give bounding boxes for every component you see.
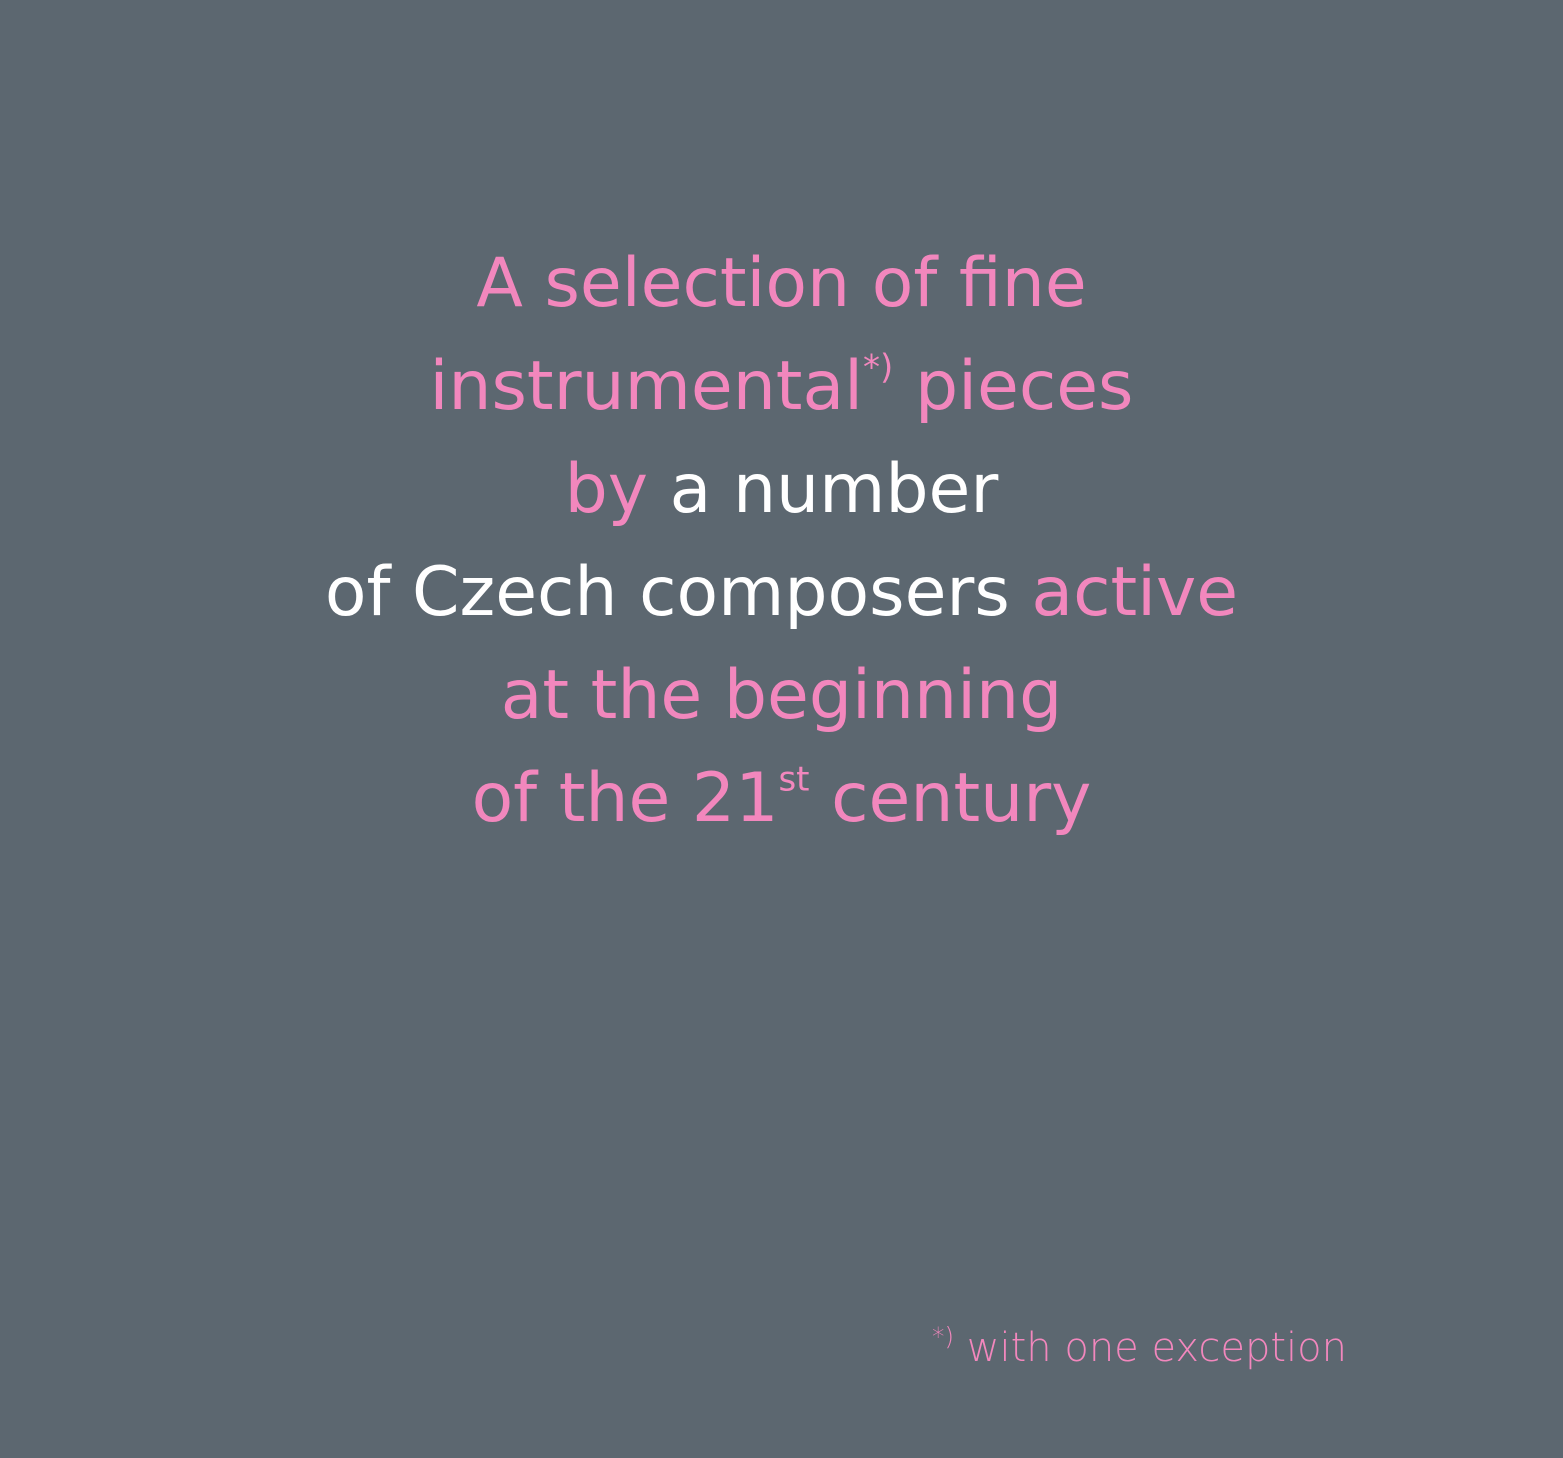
headline-line-1-text: A selection of fine — [476, 244, 1087, 323]
footnote-text: with one exception — [966, 1325, 1347, 1371]
headline-word-active: active — [1031, 553, 1239, 632]
headline-phrase-czech-composers: of Czech composers — [324, 553, 1010, 632]
footnote-reference-mark: *) — [863, 347, 894, 388]
headline-word-century: century — [831, 759, 1092, 838]
footnote: *) with one exception — [932, 1318, 1347, 1378]
headline-line-1: A selection of fine — [0, 232, 1563, 335]
headline-line-2: instrumental*) pieces — [0, 335, 1563, 438]
headline-word-pieces: pieces — [914, 347, 1134, 426]
footnote-mark: *) — [931, 1321, 955, 1351]
headline-word-by: by — [564, 450, 649, 529]
headline-line-5-text: at the beginning — [500, 656, 1063, 735]
headline-line-4: of Czech composers active — [0, 541, 1563, 644]
headline-line-6: of the 21st century — [0, 747, 1563, 850]
headline-phrase-of-the-21: of the 21 — [471, 759, 779, 838]
headline-word-instrumental: instrumental — [429, 347, 864, 426]
ordinal-suffix: st — [778, 759, 810, 800]
headline-phrase-a-number: a number — [669, 450, 999, 529]
headline: A selection of fine instrumental*) piece… — [0, 232, 1563, 850]
headline-line-3: by a number — [0, 438, 1563, 541]
headline-line-5: at the beginning — [0, 644, 1563, 747]
